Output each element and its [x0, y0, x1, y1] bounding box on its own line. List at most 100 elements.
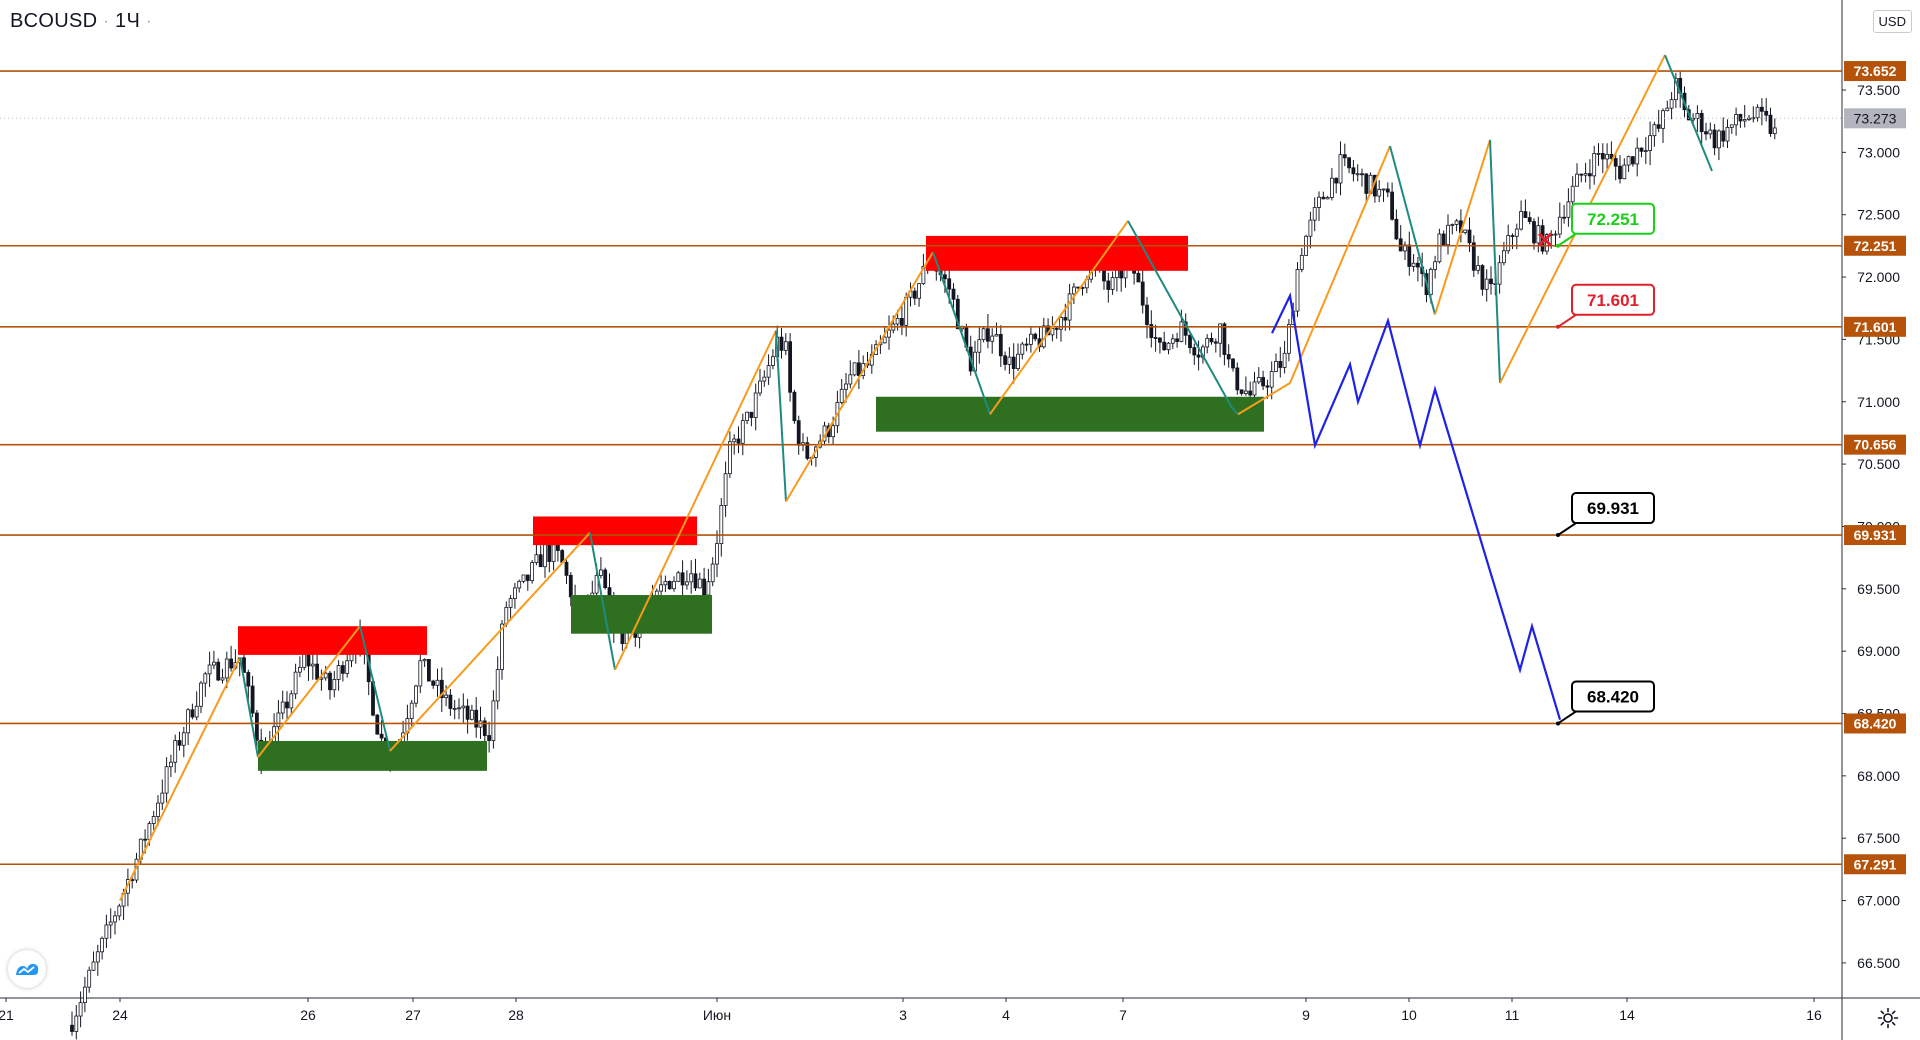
candle-body [904, 296, 909, 326]
time-tick-label: 14 [1619, 1007, 1635, 1023]
candle-body [749, 411, 754, 418]
resistance-zone[interactable] [533, 516, 697, 546]
candle-body [1140, 281, 1145, 306]
price-tick-label: 69.500 [1857, 581, 1900, 597]
level-price-tag [1844, 525, 1906, 546]
callout-dot [1556, 721, 1560, 726]
callout-pointer [1557, 710, 1577, 725]
candle-body [1162, 341, 1167, 351]
price-tick-label: 71.000 [1857, 394, 1900, 410]
symbol-header[interactable]: BCOUSD · 1Ч · [10, 10, 152, 33]
candle-body [242, 657, 246, 673]
candle-body [181, 732, 186, 746]
candle-body [1265, 385, 1270, 388]
candle-body [1248, 390, 1253, 396]
candle-body [693, 573, 698, 589]
candle-body [990, 335, 995, 342]
candle-body [887, 329, 891, 338]
candle-body [1704, 131, 1708, 135]
candle-body [723, 473, 728, 506]
candle-body [1734, 114, 1738, 126]
candle-body [917, 283, 921, 299]
candle-body [1308, 219, 1313, 237]
candle-body [1639, 147, 1644, 152]
candle-body [414, 685, 418, 704]
resistance-zone[interactable] [926, 235, 1188, 271]
candle-body [1338, 154, 1343, 184]
candle-body [117, 905, 122, 917]
time-tick-label: 24 [112, 1007, 128, 1023]
candle-body [1695, 112, 1700, 119]
candle-body [1523, 211, 1528, 218]
candle-body [1110, 277, 1115, 290]
candle-body [1282, 352, 1287, 368]
callout-label: 69.931 [1587, 499, 1639, 518]
candle-body [254, 712, 259, 741]
candle-body [513, 587, 517, 599]
candle-body [302, 653, 307, 668]
price-callout[interactable]: 71.601 [1556, 283, 1655, 329]
candle-body [168, 761, 173, 768]
candle-body [1562, 216, 1566, 219]
callout-dot [1556, 243, 1560, 248]
candle-body [1441, 233, 1446, 246]
price-callout[interactable]: 72.251 [1556, 202, 1655, 248]
candle-body [1235, 367, 1240, 391]
price-tick-label: 67.500 [1857, 830, 1900, 846]
candle-body [1205, 337, 1210, 348]
tradingview-logo-icon[interactable] [8, 950, 46, 988]
candle-body [1669, 99, 1674, 109]
support-zone[interactable] [876, 396, 1264, 432]
candle-body [599, 569, 603, 576]
callout-dot [1556, 324, 1560, 329]
price-callout[interactable]: 69.931 [1556, 492, 1655, 538]
candle-body [190, 709, 195, 718]
candle-body [83, 986, 87, 1004]
time-tick-label: 10 [1401, 1007, 1417, 1023]
candle-body [758, 380, 762, 394]
support-zone[interactable] [258, 740, 487, 771]
candle-body [229, 658, 234, 669]
candle-body [788, 341, 792, 393]
level-price-tag [1844, 854, 1906, 875]
candle-body [728, 441, 732, 475]
candle-body [164, 766, 169, 794]
candle-body [1020, 343, 1025, 355]
candle-body [1003, 355, 1007, 365]
candle-body [852, 362, 857, 376]
price-tick-label: 70.500 [1857, 456, 1900, 472]
candle-body [323, 672, 328, 679]
candle-body [448, 694, 453, 709]
candle-body [1158, 337, 1162, 343]
resistance-zone[interactable] [238, 626, 427, 655]
time-axis-pane[interactable] [0, 998, 1920, 1040]
candle-body [1261, 377, 1265, 387]
candle-body [654, 590, 659, 596]
level-price-tag-label: 68.420 [1854, 715, 1897, 731]
candle-body [594, 575, 599, 594]
candle-body [1532, 221, 1536, 244]
level-price-tag-label: 67.291 [1854, 856, 1897, 872]
candle-body [297, 666, 302, 673]
candle-body [461, 705, 466, 709]
candle-body [160, 792, 165, 804]
candle-body [998, 334, 1003, 357]
candle-body [336, 665, 341, 680]
candle-body [426, 659, 431, 682]
candle-body [736, 438, 741, 444]
currency-button[interactable]: USD [1872, 10, 1912, 33]
candle-body [332, 679, 337, 691]
candle-body [1738, 114, 1743, 122]
gear-icon[interactable] [1876, 1006, 1900, 1030]
candle-body [732, 438, 737, 443]
candle-body [1514, 228, 1519, 237]
candle-body [1768, 114, 1773, 134]
candle-body [1613, 158, 1618, 167]
candle-body [418, 660, 423, 687]
price-callout[interactable]: 68.420 [1556, 680, 1655, 726]
candle-body [1428, 268, 1433, 296]
candle-body [706, 581, 711, 596]
candle-body [676, 572, 681, 582]
